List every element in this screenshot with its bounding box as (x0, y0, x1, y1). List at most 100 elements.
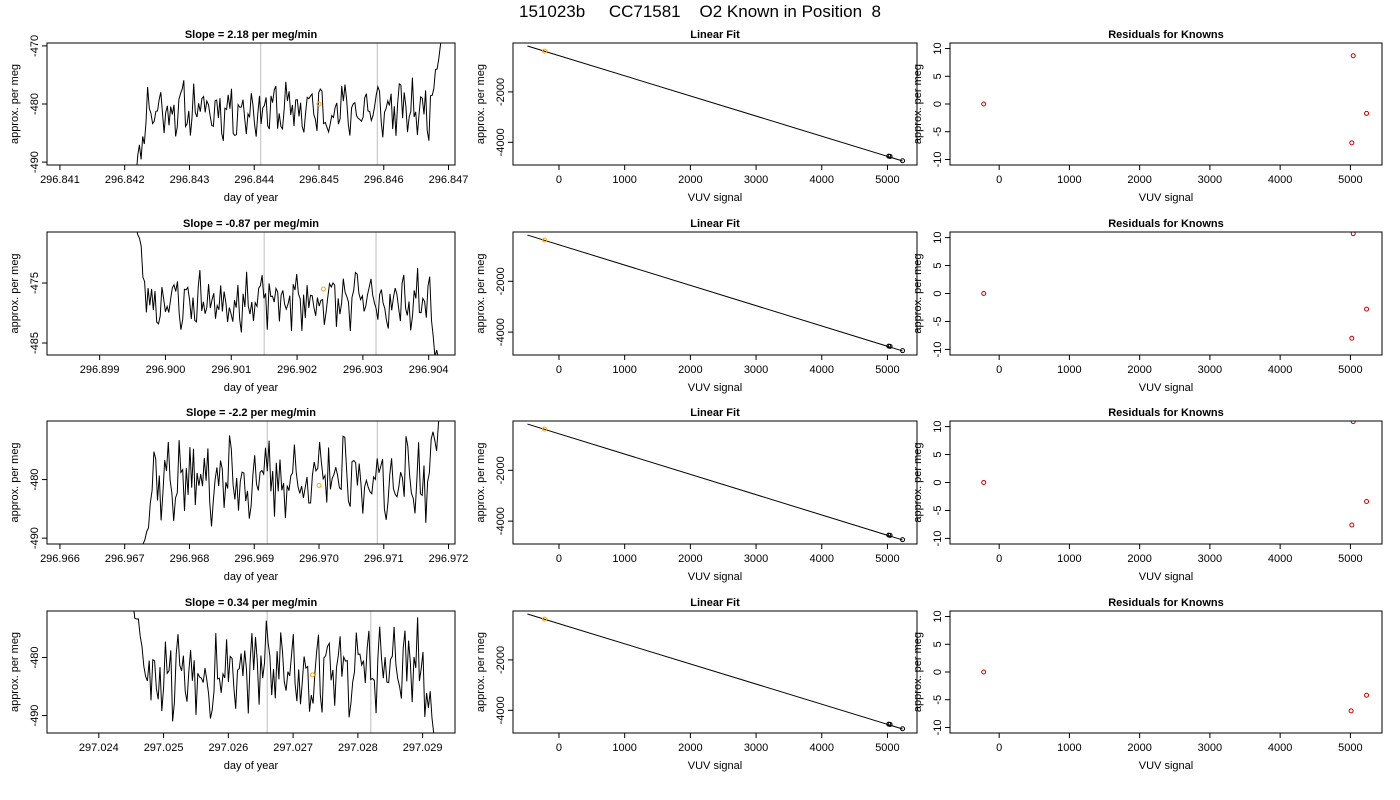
y-tick-label: -4000 (495, 696, 507, 724)
plot-frame (512, 420, 918, 545)
x-tick-label: 5000 (875, 364, 899, 376)
data-point (1364, 692, 1370, 698)
y-tick-label: -4000 (495, 128, 507, 156)
y-tick-label: -470 (29, 35, 41, 57)
y-tick-label: -485 (29, 332, 41, 354)
y-axis-label: approx. per meg (9, 253, 21, 333)
x-axis-label: VUV signal (1139, 760, 1193, 772)
series-line (136, 232, 439, 355)
x-tick-label: 3000 (1198, 174, 1222, 186)
chart-title: Slope = 2.18 per meg/min (185, 29, 318, 41)
y-tick-label: 10 (932, 420, 944, 432)
y-tick-label: -10 (932, 341, 944, 357)
plot-area (136, 43, 442, 165)
plot-area (133, 611, 435, 733)
x-axis-label: VUV signal (1139, 192, 1193, 204)
plot-area (527, 45, 906, 164)
x-tick-label: 2000 (1127, 364, 1151, 376)
y-axis-label: approx. per meg (912, 442, 924, 522)
y-tick-label: 0 (932, 479, 944, 485)
chart-panel: Residuals for Knowns 0 1000 2000 3000 4000 500… (912, 597, 1383, 772)
plot-frame (512, 610, 918, 734)
series-line (136, 43, 442, 165)
x-tick-label: 4000 (810, 174, 834, 186)
x-tick-label: 297.024 (79, 742, 119, 754)
plot-area (142, 421, 440, 544)
x-axis-label: VUV signal (1139, 571, 1193, 583)
chart-title: Linear Fit (690, 597, 740, 609)
chart-panel: Linear Fit 0 1000 2000 3000 4000 5000 -2000 -400… (475, 29, 918, 204)
data-point (981, 101, 987, 107)
y-tick-label: -2000 (495, 456, 507, 484)
chart-panel: Slope = 2.18 per meg/min 296.841 296.842 29… (9, 29, 468, 204)
x-tick-label: 2000 (1127, 174, 1151, 186)
fit-line (527, 234, 903, 352)
plot-frame (46, 420, 456, 545)
plot-frame (949, 420, 1383, 545)
data-point (1350, 421, 1356, 425)
data-point (1350, 53, 1356, 59)
x-tick-label: 296.968 (170, 553, 210, 565)
plot-frame (949, 610, 1383, 734)
x-tick-label: 296.845 (299, 174, 339, 186)
x-axis-label: day of year (224, 571, 279, 583)
x-tick-label: 0 (996, 553, 1002, 565)
chart-panel: Linear Fit 0 1000 2000 3000 4000 5000 -2000 -400… (475, 597, 918, 772)
x-tick-label: 5000 (1338, 174, 1362, 186)
plot-area (527, 423, 906, 543)
plot-frame (512, 231, 918, 356)
chart-panel: Residuals for Knowns 0 1000 2000 3000 4000 500… (912, 218, 1383, 394)
y-tick-label: -480 (29, 646, 41, 668)
y-tick-label: -5 (932, 695, 944, 705)
data-point (542, 237, 548, 243)
x-tick-label: 3000 (1198, 364, 1222, 376)
y-tick-label: 0 (932, 101, 944, 107)
data-point (900, 348, 906, 354)
x-tick-label: 297.026 (208, 742, 248, 754)
x-tick-label: 296.904 (409, 364, 449, 376)
x-tick-label: 4000 (1268, 174, 1292, 186)
chart-title: Linear Fit (690, 29, 740, 41)
x-tick-label: 1000 (612, 553, 636, 565)
chart-title: Residuals for Knowns (1108, 29, 1224, 41)
y-axis-label: approx. per meg (9, 442, 21, 522)
x-axis-label: day of year (224, 382, 279, 394)
data-point (887, 343, 893, 349)
x-tick-label: 1000 (1057, 364, 1081, 376)
y-tick-label: -5 (932, 506, 944, 516)
x-tick-label: 3000 (744, 553, 768, 565)
data-point (1349, 335, 1355, 341)
x-tick-label: 3000 (1198, 553, 1222, 565)
data-point (1364, 110, 1370, 116)
plot-area (981, 232, 1370, 341)
x-tick-label: 3000 (1198, 742, 1222, 754)
chart-title: Slope = 0.34 per meg/min (185, 597, 318, 609)
x-tick-label: 296.966 (40, 553, 80, 565)
x-tick-label: 1000 (612, 742, 636, 754)
chart-panel: Residuals for Knowns 0 1000 2000 3000 4000 500… (912, 29, 1383, 204)
x-tick-label: 4000 (810, 742, 834, 754)
x-tick-label: 4000 (1268, 364, 1292, 376)
x-tick-label: 4000 (1268, 553, 1292, 565)
reference-point (316, 482, 322, 488)
data-point (1348, 708, 1354, 714)
x-tick-label: 296.899 (80, 364, 120, 376)
x-tick-label: 0 (556, 742, 562, 754)
y-tick-label: 5 (932, 73, 944, 79)
x-tick-label: 0 (556, 553, 562, 565)
data-point (900, 726, 906, 732)
x-tick-label: 296.903 (343, 364, 383, 376)
y-tick-label: -10 (932, 530, 944, 546)
x-tick-label: 297.028 (338, 742, 378, 754)
data-point (900, 158, 906, 164)
x-tick-label: 0 (996, 174, 1002, 186)
y-tick-label: -10 (932, 720, 944, 736)
x-tick-label: 297.027 (273, 742, 313, 754)
x-tick-label: 0 (556, 364, 562, 376)
x-tick-label: 296.843 (170, 174, 210, 186)
plot-area (981, 53, 1370, 146)
y-tick-label: 10 (932, 610, 944, 622)
x-tick-label: 297.029 (403, 742, 443, 754)
series-line (142, 421, 440, 544)
data-point (887, 721, 893, 727)
